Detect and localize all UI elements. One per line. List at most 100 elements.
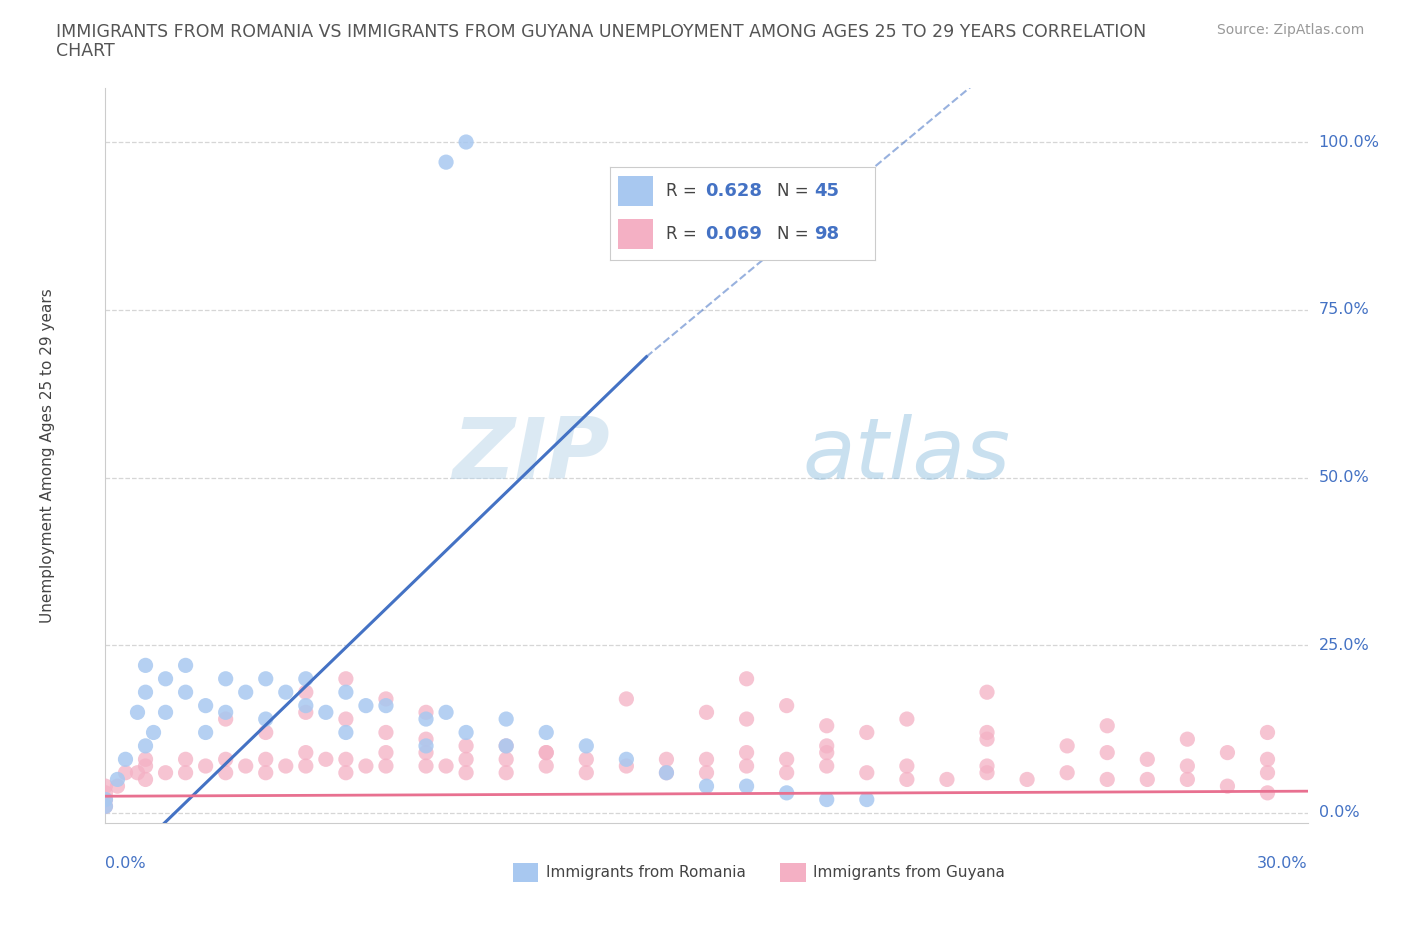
Point xyxy=(94,792,117,807)
Text: 98: 98 xyxy=(814,225,839,243)
Point xyxy=(976,684,998,699)
Point xyxy=(896,711,918,726)
Point xyxy=(135,759,157,774)
Point xyxy=(696,705,718,720)
Point xyxy=(495,738,517,753)
Point xyxy=(374,692,398,707)
Point xyxy=(1257,786,1279,801)
Point xyxy=(107,778,129,793)
Point xyxy=(335,684,357,699)
Point xyxy=(295,698,318,713)
Point xyxy=(1136,751,1159,766)
Point xyxy=(855,765,877,780)
Point xyxy=(815,745,838,760)
Text: ZIP: ZIP xyxy=(453,414,610,498)
Point xyxy=(295,671,318,686)
Point xyxy=(114,751,136,766)
Point xyxy=(495,751,517,766)
Text: Unemployment Among Ages 25 to 29 years: Unemployment Among Ages 25 to 29 years xyxy=(41,288,55,623)
Point xyxy=(1177,759,1199,774)
Point xyxy=(495,765,517,780)
Point xyxy=(696,751,718,766)
Point xyxy=(896,772,918,787)
Point xyxy=(315,705,337,720)
Point xyxy=(354,759,377,774)
Text: R =: R = xyxy=(666,225,702,243)
Point xyxy=(815,792,838,807)
Point xyxy=(254,711,277,726)
Point xyxy=(194,698,217,713)
Point xyxy=(135,738,157,753)
Point xyxy=(235,759,257,774)
Text: 100.0%: 100.0% xyxy=(1319,135,1379,150)
Point xyxy=(735,759,758,774)
Text: 0.628: 0.628 xyxy=(706,182,762,200)
Point xyxy=(1097,772,1119,787)
Point xyxy=(107,772,129,787)
Point xyxy=(374,725,398,740)
Text: 0.069: 0.069 xyxy=(706,225,762,243)
Point xyxy=(1257,765,1279,780)
Point xyxy=(135,658,157,672)
Point xyxy=(1177,732,1199,747)
Point xyxy=(415,732,437,747)
Point xyxy=(415,738,437,753)
Point xyxy=(235,684,257,699)
Point xyxy=(1056,765,1078,780)
Point xyxy=(94,799,117,814)
Point xyxy=(454,751,477,766)
Point xyxy=(94,786,117,801)
Point xyxy=(534,759,557,774)
Bar xyxy=(619,177,652,206)
Point xyxy=(815,738,838,753)
Point xyxy=(354,698,377,713)
Point xyxy=(776,786,799,801)
Point xyxy=(127,765,149,780)
Point xyxy=(135,684,157,699)
Text: 30.0%: 30.0% xyxy=(1257,857,1308,871)
Point xyxy=(415,705,437,720)
Point xyxy=(295,759,318,774)
Point xyxy=(495,711,517,726)
Point xyxy=(415,759,437,774)
Point xyxy=(454,738,477,753)
Point xyxy=(335,671,357,686)
Point xyxy=(655,751,678,766)
Point xyxy=(776,765,799,780)
Point xyxy=(855,725,877,740)
Point xyxy=(374,759,398,774)
Point xyxy=(214,711,236,726)
Point xyxy=(655,765,678,780)
Point xyxy=(434,705,457,720)
Point xyxy=(254,765,277,780)
Point xyxy=(735,711,758,726)
Point xyxy=(1017,772,1039,787)
Text: 0.0%: 0.0% xyxy=(105,857,146,871)
Point xyxy=(135,772,157,787)
Point xyxy=(976,765,998,780)
Point xyxy=(896,759,918,774)
Point xyxy=(1177,772,1199,787)
Text: 50.0%: 50.0% xyxy=(1319,470,1369,485)
Point xyxy=(1216,778,1239,793)
Point xyxy=(155,671,177,686)
Text: Immigrants from Guyana: Immigrants from Guyana xyxy=(813,865,1004,880)
Point xyxy=(1257,725,1279,740)
Point xyxy=(735,778,758,793)
Text: N =: N = xyxy=(778,225,814,243)
Point xyxy=(534,725,557,740)
Text: CHART: CHART xyxy=(56,42,115,60)
Text: 0.0%: 0.0% xyxy=(1319,805,1360,820)
Point xyxy=(335,751,357,766)
Point xyxy=(254,725,277,740)
Point xyxy=(976,732,998,747)
Point xyxy=(254,671,277,686)
Point xyxy=(254,751,277,766)
Point xyxy=(976,759,998,774)
Point xyxy=(415,711,437,726)
Point xyxy=(534,745,557,760)
Point xyxy=(1097,718,1119,733)
Point xyxy=(94,799,117,814)
Point xyxy=(174,765,197,780)
Point xyxy=(815,759,838,774)
